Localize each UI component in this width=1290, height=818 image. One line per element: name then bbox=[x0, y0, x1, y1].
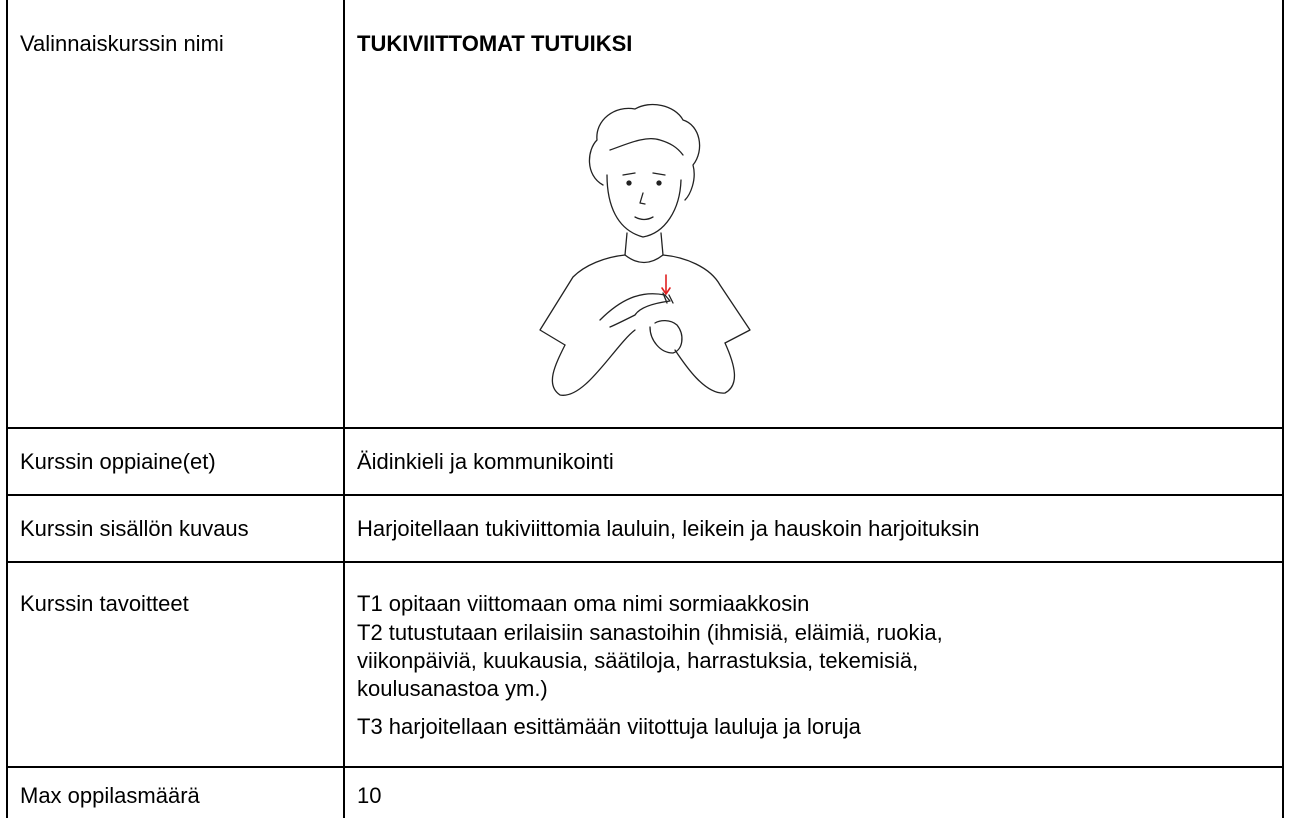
row-value: 10 bbox=[357, 783, 382, 808]
border bbox=[6, 766, 1284, 768]
row-value: viikonpäiviä, kuukausia, säätiloja, harr… bbox=[357, 648, 919, 673]
row-label: Valinnaiskurssin nimi bbox=[20, 31, 224, 56]
row-label: Max oppilasmäärä bbox=[20, 783, 200, 808]
row-value: T3 harjoitellaan esittämään viitottuja l… bbox=[357, 714, 861, 739]
course-title: TUKIVIITTOMAT TUTUIKSI bbox=[357, 31, 633, 56]
row-label: Kurssin sisällön kuvaus bbox=[20, 516, 249, 541]
row-label: Kurssin tavoitteet bbox=[20, 591, 189, 616]
row-value: T2 tutustutaan erilaisiin sanastoihin (i… bbox=[357, 620, 943, 645]
row-value: koulusanastoa ym.) bbox=[357, 676, 548, 701]
border bbox=[343, 0, 345, 818]
row-label: Kurssin oppiaine(et) bbox=[20, 449, 216, 474]
border bbox=[6, 561, 1284, 563]
border bbox=[6, 427, 1284, 429]
row-value: Harjoitellaan tukiviittomia lauluin, lei… bbox=[357, 516, 980, 541]
row-value: Äidinkieli ja kommunikointi bbox=[357, 449, 614, 474]
border bbox=[6, 0, 8, 818]
row-value: T1 opitaan viittomaan oma nimi sormiaakk… bbox=[357, 591, 810, 616]
sign-illustration bbox=[539, 103, 751, 396]
border bbox=[1282, 0, 1284, 818]
border bbox=[6, 494, 1284, 496]
